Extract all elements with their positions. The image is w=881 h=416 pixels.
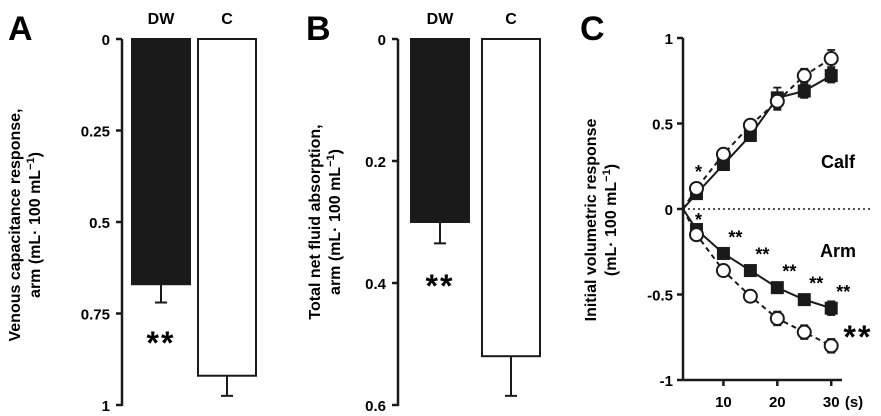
panel-a-y-tick-label: 0.5 xyxy=(89,215,110,232)
panel-a-y-tick-label: 1 xyxy=(102,398,110,415)
panel-a-ylabel-line1: Venous capacitance response, xyxy=(7,109,24,342)
panel-c-calf-significance: * xyxy=(695,162,702,182)
panel-c-arm-significance: * xyxy=(695,210,702,230)
panel-c-point-circle xyxy=(769,93,785,109)
panel-a-bar-dw xyxy=(131,38,191,286)
panel-b-category-label: C xyxy=(505,11,517,28)
panel-a-ylabel: Venous capacitance response, arm (mL· 10… xyxy=(7,109,44,342)
panel-b-ylabel: Total net fluid absorption, arm (mL· 100… xyxy=(307,124,344,319)
panel-c-point-square xyxy=(797,84,811,98)
panel-a-category-label: C xyxy=(221,11,233,28)
panel-c-point-circle xyxy=(742,288,758,304)
panel-a-category-label: DW xyxy=(148,11,176,28)
panel-c-x-unit: (s) xyxy=(845,394,863,411)
panel-c-y-tick-label: 0 xyxy=(665,202,673,219)
panel-b-bar-c xyxy=(481,38,541,358)
panel-c-point-circle xyxy=(796,68,812,84)
panel-c-point-square xyxy=(824,69,838,83)
panel-c-arm-significance: ** xyxy=(782,262,796,282)
panel-c-x-tick-label: 10 xyxy=(715,394,732,411)
panel-b-ylabel-line1: Total net fluid absorption, xyxy=(307,124,324,319)
panel-c-point-square xyxy=(770,281,784,295)
panel-c-point-circle xyxy=(688,180,704,196)
panel-c-point-square xyxy=(824,301,838,315)
panel-a-ylabel-line2: arm (mL· 100 mL−1) xyxy=(25,152,44,298)
panel-c-overall-significance: ** xyxy=(844,319,873,355)
panel-c-point-circle xyxy=(715,263,731,279)
panel-label-b: B xyxy=(306,10,331,48)
panel-c-arm-significance: ** xyxy=(809,274,823,294)
panel-c-arm-significance: ** xyxy=(755,245,769,265)
panel-c-ylabel: Initial volumetric response (mL· 100 mL−… xyxy=(583,119,620,322)
panel-a-y-tick-label: 0 xyxy=(102,32,110,49)
panel-b-category-label: DW xyxy=(427,11,455,28)
panel-b-y-tick-label: 0.4 xyxy=(365,276,387,293)
panel-c-group-label-calf: Calf xyxy=(821,152,856,172)
panel-b-y-tick-label: 0.6 xyxy=(365,398,386,415)
panel-b-bar-dw xyxy=(410,38,470,223)
panel-a-bar-c xyxy=(197,38,257,377)
panel-a-y-tick-label: 0.75 xyxy=(81,307,110,324)
panel-label-a: A xyxy=(8,10,33,48)
panel-b-significance: ** xyxy=(426,268,455,304)
panel-c-y-tick-label: 0.5 xyxy=(652,117,673,134)
panel-a-plot: 0 0.25 0.5 0.75 1 DW C ** xyxy=(81,11,257,415)
panel-c-group-label-arm: Arm xyxy=(820,241,856,261)
panel-c-point-circle xyxy=(823,51,839,67)
panel-c-point-circle xyxy=(715,146,731,162)
panel-c-point-circle xyxy=(769,310,785,326)
panel-c-arm-significance: ** xyxy=(728,227,742,247)
panel-c-point-square xyxy=(797,293,811,307)
panel-b-ylabel-line2: arm (mL· 100 mL−1) xyxy=(325,149,344,295)
panel-c-x-tick-label: 30 xyxy=(823,394,840,411)
panel-c-point-circle xyxy=(823,338,839,354)
panel-a-y-tick-label: 0.25 xyxy=(81,124,110,141)
panel-c-ylabel-line1: Initial volumetric response xyxy=(583,119,600,322)
panel-c-point-circle xyxy=(796,324,812,340)
panel-c-arm-significance: ** xyxy=(836,282,850,302)
panel-c-y-tick-label: -0.5 xyxy=(647,288,673,305)
panel-b-y-tick-label: 0 xyxy=(378,32,386,49)
panel-c-x-tick-label: 20 xyxy=(769,394,786,411)
panel-b-y-tick-label: 0.2 xyxy=(365,154,386,171)
panel-label-c: C xyxy=(580,10,605,48)
panel-c-point-square xyxy=(743,264,757,278)
panel-c-y-tick-label: 1 xyxy=(665,31,673,48)
panel-c-ylabel-line2: (mL· 100 mL−1) xyxy=(601,164,620,276)
panel-c-point-circle xyxy=(742,117,758,133)
panel-a-significance: ** xyxy=(147,325,176,361)
panel-b-plot: 0 0.2 0.4 0.6 DW C ** xyxy=(365,11,541,415)
panel-c-point-square xyxy=(716,246,730,260)
panel-c-y-tick-label: -1 xyxy=(660,373,673,390)
panel-c-point-circle xyxy=(688,227,704,243)
